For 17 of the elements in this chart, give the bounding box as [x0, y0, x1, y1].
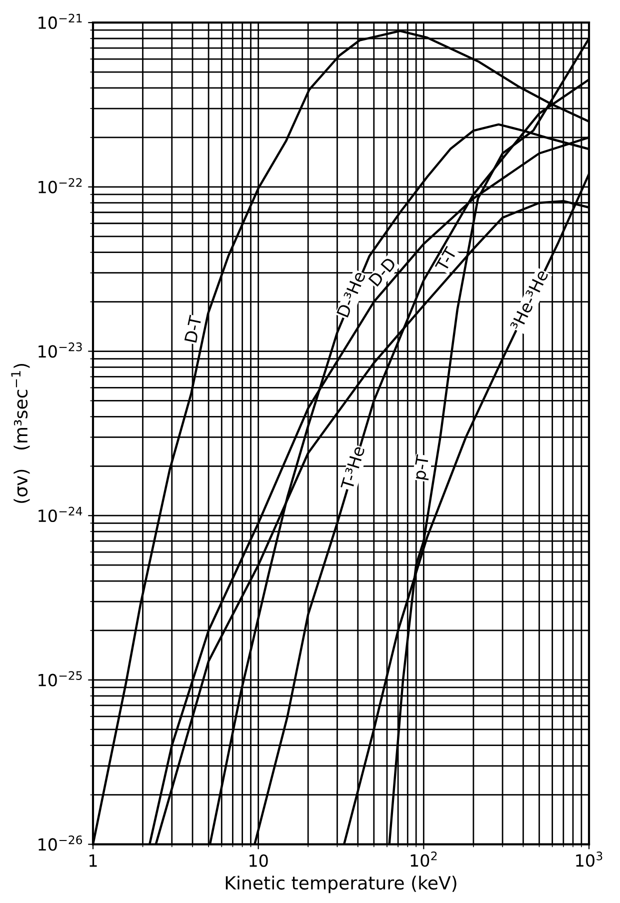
y-tick-label: 10$^{−25}$ — [38, 671, 82, 686]
x-tick-label: 10$^{3}$ — [576, 852, 602, 867]
y-tick-label: 10$^{−23}$ — [38, 342, 82, 358]
annotation: D-T — [184, 314, 202, 343]
annotation: p-T — [413, 454, 432, 480]
annotation: T-T — [434, 246, 458, 272]
y-tick-label: 10$^{−22}$ — [38, 178, 82, 194]
y-tick-label: 10$^{−21}$ — [38, 14, 82, 30]
x-tick-label: 10 — [250, 854, 268, 867]
y-tick-label: 10$^{−24}$ — [38, 506, 82, 522]
annotation: T-³He — [340, 445, 365, 491]
x-tick-label: 1 — [90, 854, 97, 867]
x-tick-label: 10$^{2}$ — [410, 852, 437, 867]
y-axis-title: (σv) (m³sec$^{−1}$) — [11, 364, 30, 503]
y-tick-label: 10$^{−26}$ — [38, 835, 82, 851]
x-axis-title: Kinetic temperature (keV) — [226, 876, 456, 894]
annotation: D-D — [368, 256, 396, 287]
